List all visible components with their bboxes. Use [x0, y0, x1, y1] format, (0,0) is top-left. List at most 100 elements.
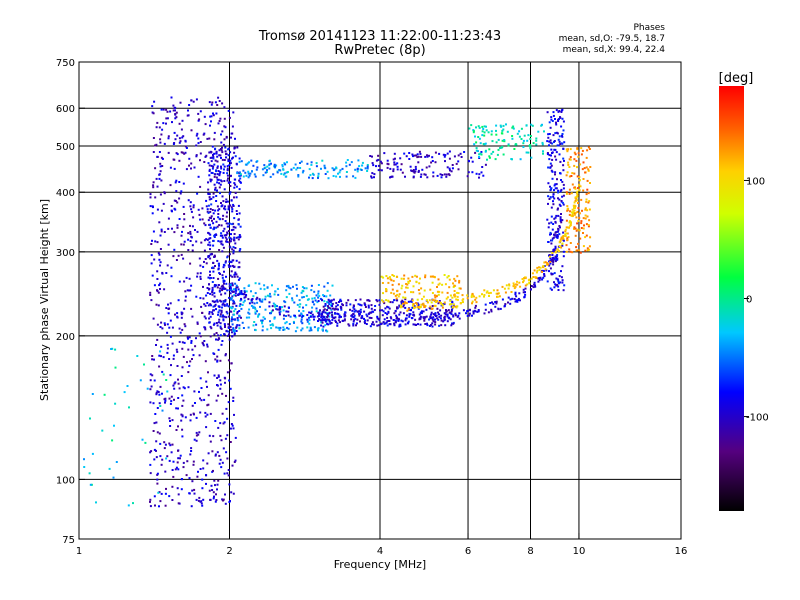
data-point — [194, 402, 196, 404]
data-point — [236, 311, 239, 313]
data-point — [553, 189, 555, 192]
data-point — [470, 124, 473, 127]
data-point — [206, 462, 209, 465]
data-point — [254, 311, 257, 314]
data-point — [237, 204, 240, 207]
data-point — [546, 111, 549, 114]
data-point — [358, 165, 361, 168]
data-point — [223, 207, 225, 210]
data-point — [558, 135, 561, 138]
data-point — [390, 317, 393, 320]
data-point — [433, 318, 436, 321]
data-point — [206, 238, 209, 241]
data-point — [408, 315, 411, 318]
data-point — [412, 323, 415, 326]
data-point — [550, 239, 552, 242]
data-point — [215, 332, 218, 334]
data-point — [238, 324, 241, 327]
data-point — [198, 257, 201, 260]
data-point — [247, 298, 250, 301]
data-point — [217, 216, 220, 219]
data-point — [276, 308, 279, 311]
data-point — [329, 304, 332, 307]
data-point — [216, 178, 219, 181]
data-point — [232, 330, 235, 333]
data-point — [429, 305, 432, 308]
data-point — [398, 305, 401, 308]
data-point — [190, 450, 193, 452]
data-point — [115, 461, 118, 463]
data-point — [203, 303, 206, 306]
data-point — [569, 210, 571, 213]
data-point — [512, 125, 515, 128]
data-point — [192, 206, 195, 209]
data-point — [180, 128, 183, 131]
data-point — [549, 260, 552, 263]
data-point — [227, 315, 230, 318]
data-point — [160, 321, 163, 324]
data-point — [226, 472, 229, 475]
data-point — [480, 171, 483, 174]
data-point — [551, 237, 554, 240]
data-point — [550, 206, 553, 209]
data-point — [181, 435, 184, 438]
data-point — [239, 173, 242, 176]
data-point — [524, 291, 526, 294]
data-point — [547, 166, 550, 169]
data-point — [364, 322, 366, 325]
data-point — [555, 277, 558, 280]
data-point — [199, 272, 202, 275]
data-point — [231, 208, 234, 211]
data-point — [232, 249, 235, 252]
data-point — [223, 421, 226, 424]
data-point — [219, 240, 222, 243]
data-point — [549, 287, 552, 290]
data-point — [562, 255, 565, 258]
data-point — [554, 231, 557, 234]
data-point — [442, 320, 445, 323]
data-point — [462, 298, 465, 301]
data-point — [175, 111, 178, 114]
data-point — [202, 265, 205, 268]
data-point — [196, 275, 199, 278]
data-point — [557, 191, 560, 194]
data-point — [571, 251, 574, 254]
data-point — [511, 126, 514, 129]
data-point — [211, 286, 214, 289]
data-point — [234, 137, 236, 140]
data-point — [541, 278, 544, 281]
data-point — [320, 314, 323, 317]
data-point — [549, 162, 552, 165]
data-point — [431, 325, 434, 328]
data-point — [530, 285, 533, 287]
data-point — [224, 150, 227, 153]
data-point — [484, 308, 487, 311]
data-point — [155, 177, 158, 180]
data-point — [576, 199, 579, 202]
data-point — [552, 195, 555, 198]
data-point — [515, 143, 518, 146]
data-point — [159, 248, 162, 250]
data-point — [183, 213, 186, 215]
data-point — [229, 204, 232, 207]
data-point — [571, 214, 574, 217]
data-point — [405, 283, 408, 285]
data-point — [443, 274, 446, 276]
data-point — [425, 315, 428, 318]
data-point — [211, 167, 214, 170]
data-point — [219, 171, 222, 173]
data-point — [166, 390, 169, 393]
data-point — [451, 322, 453, 325]
data-point — [543, 261, 546, 264]
data-point — [332, 298, 335, 301]
data-point — [544, 268, 547, 271]
data-point — [578, 176, 581, 178]
data-point — [168, 307, 171, 310]
data-point — [243, 287, 246, 290]
data-point — [172, 109, 175, 112]
data-point — [504, 303, 507, 306]
data-point — [370, 317, 373, 319]
data-point — [208, 151, 211, 154]
data-point — [229, 162, 232, 165]
data-point — [224, 354, 227, 357]
